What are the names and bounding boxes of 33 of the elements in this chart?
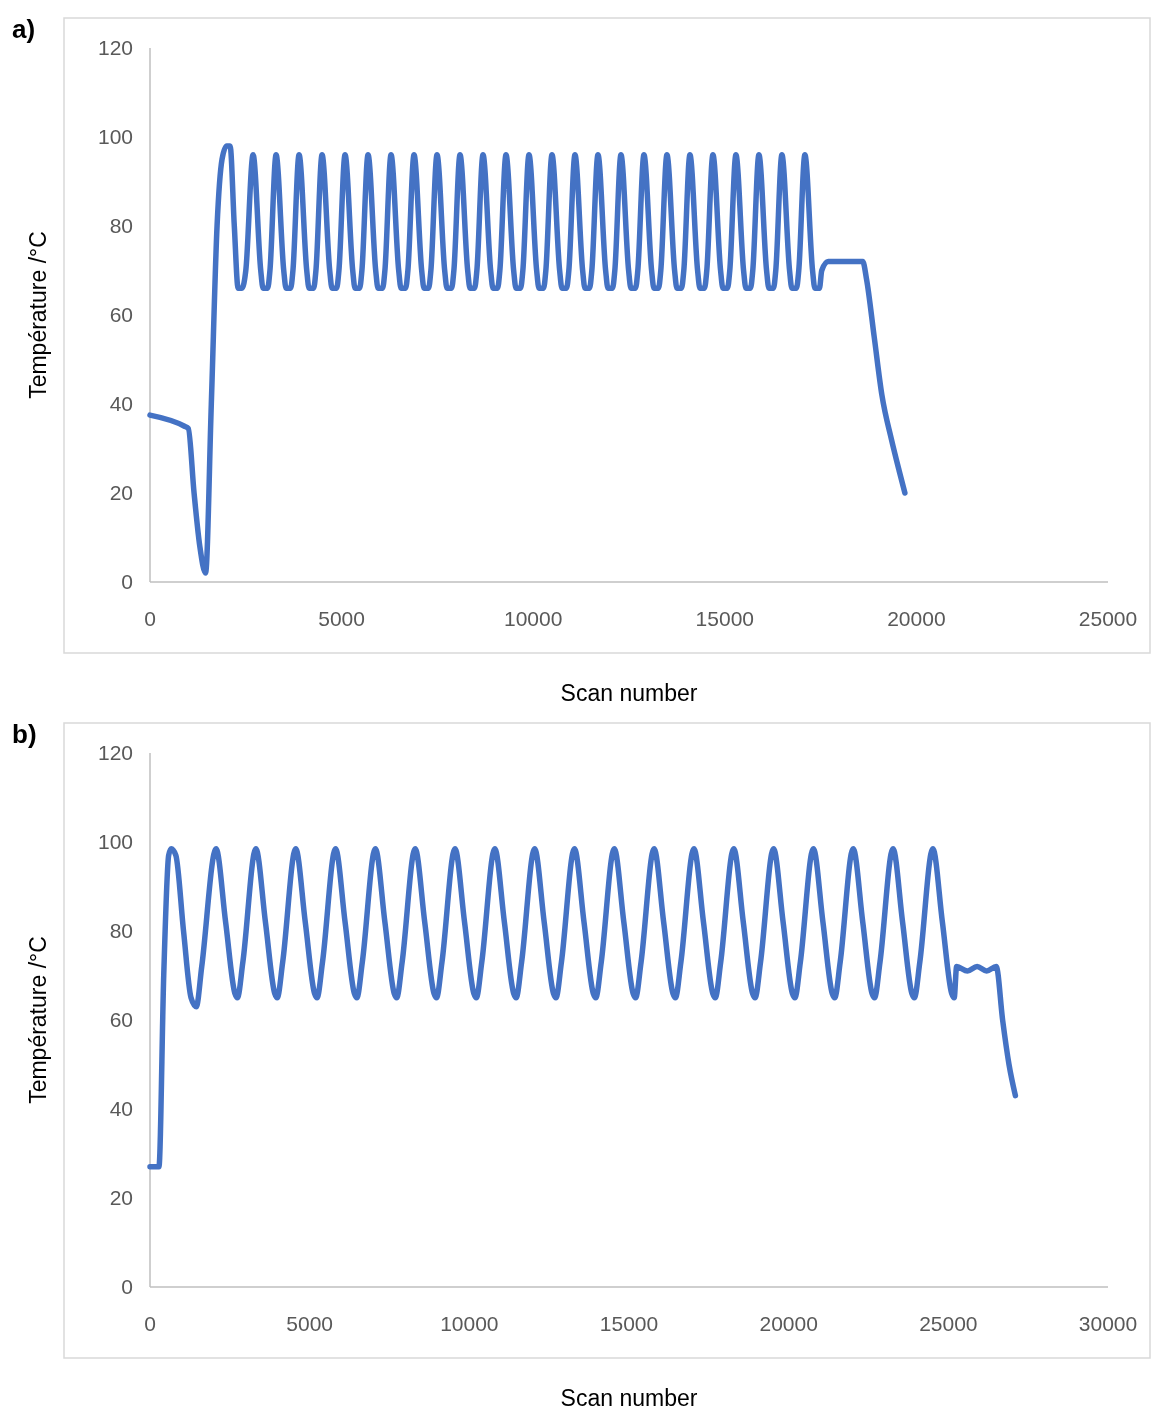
y-tick-label: 0	[121, 1275, 133, 1299]
y-tick-label: 40	[109, 1097, 133, 1121]
x-tick-label: 20000	[759, 1312, 818, 1335]
text: a)	[12, 14, 36, 44]
y-tick-label: 60	[109, 303, 133, 327]
y-tick-label: 20	[109, 481, 133, 505]
y-tick-label: 40	[109, 392, 133, 416]
y-axis-title: Température /°C	[25, 231, 51, 399]
y-tick-label: 20	[109, 1186, 133, 1210]
x-tick-label: 5000	[286, 1312, 334, 1335]
text: b)	[12, 719, 37, 749]
x-axis-title: Scan number	[560, 680, 698, 706]
y-tick-label: 120	[97, 741, 133, 765]
x-tick-label: 25000	[919, 1312, 978, 1335]
x-tick-label: 5000	[318, 607, 365, 630]
x-tick-label: 10000	[504, 607, 563, 630]
x-axis-title: Scan number	[560, 1385, 698, 1411]
y-tick-label: 60	[109, 1008, 133, 1032]
y-tick-label: 80	[109, 214, 133, 238]
x-tick-label: 0	[144, 607, 156, 630]
x-tick-label: 10000	[440, 1312, 499, 1335]
x-tick-label: 15000	[695, 607, 754, 630]
y-tick-label: 80	[109, 919, 133, 943]
x-tick-label: 0	[144, 1312, 156, 1335]
x-tick-label: 25000	[1078, 607, 1138, 630]
x-tick-label: 30000	[1078, 1312, 1138, 1335]
y-axis-title: Température /°C	[25, 936, 51, 1104]
y-tick-label: 0	[121, 570, 133, 594]
y-tick-label: 120	[97, 36, 133, 60]
y-tick-label: 100	[97, 830, 133, 854]
y-tick-label: 100	[97, 125, 133, 149]
x-tick-label: 15000	[599, 1312, 659, 1335]
x-tick-label: 20000	[887, 607, 946, 630]
